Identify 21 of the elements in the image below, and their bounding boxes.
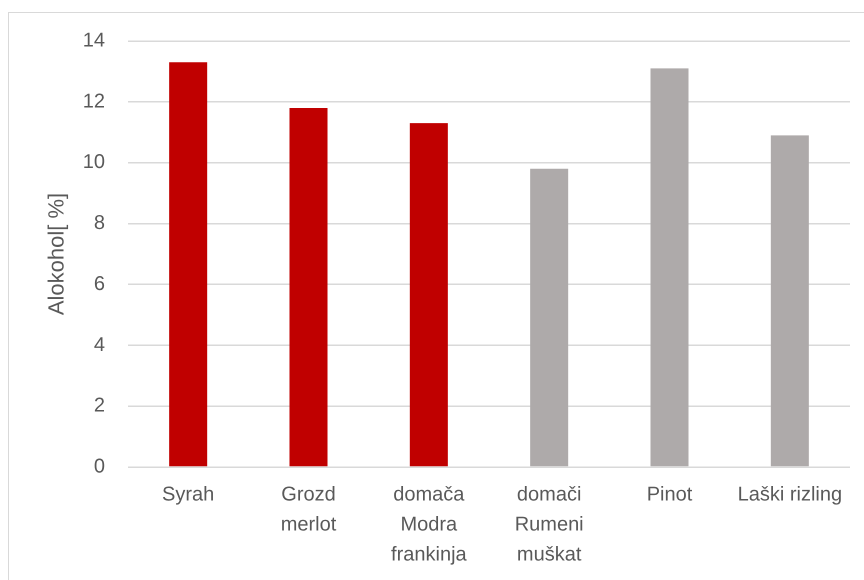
y-tick-label: 8 bbox=[94, 212, 105, 234]
y-tick-label: 14 bbox=[82, 30, 105, 52]
y-tick-label: 10 bbox=[82, 151, 105, 174]
y-tick-label: 12 bbox=[82, 90, 105, 112]
x-tick-label: domača Modra frankinja bbox=[391, 484, 468, 566]
y-tick-label: 6 bbox=[94, 272, 105, 295]
x-tick-label: Grozd merlot bbox=[280, 484, 337, 536]
y-tick-label: 4 bbox=[94, 334, 105, 356]
y-axis-title: Alokohol[ %] bbox=[43, 192, 68, 316]
x-tick-label: Syrah bbox=[162, 484, 214, 506]
bar bbox=[289, 108, 328, 466]
y-tick-label: 2 bbox=[94, 394, 105, 417]
bar bbox=[770, 135, 809, 466]
bar bbox=[530, 168, 568, 466]
x-tick-label: Laški rizling bbox=[738, 484, 842, 506]
y-tick-label: 0 bbox=[94, 456, 105, 478]
x-tick-label: Pinot bbox=[646, 484, 693, 506]
bar bbox=[169, 62, 208, 466]
x-tick-label: domači Rumeni muškat bbox=[514, 484, 584, 566]
bar bbox=[650, 68, 689, 466]
bar bbox=[410, 123, 448, 466]
